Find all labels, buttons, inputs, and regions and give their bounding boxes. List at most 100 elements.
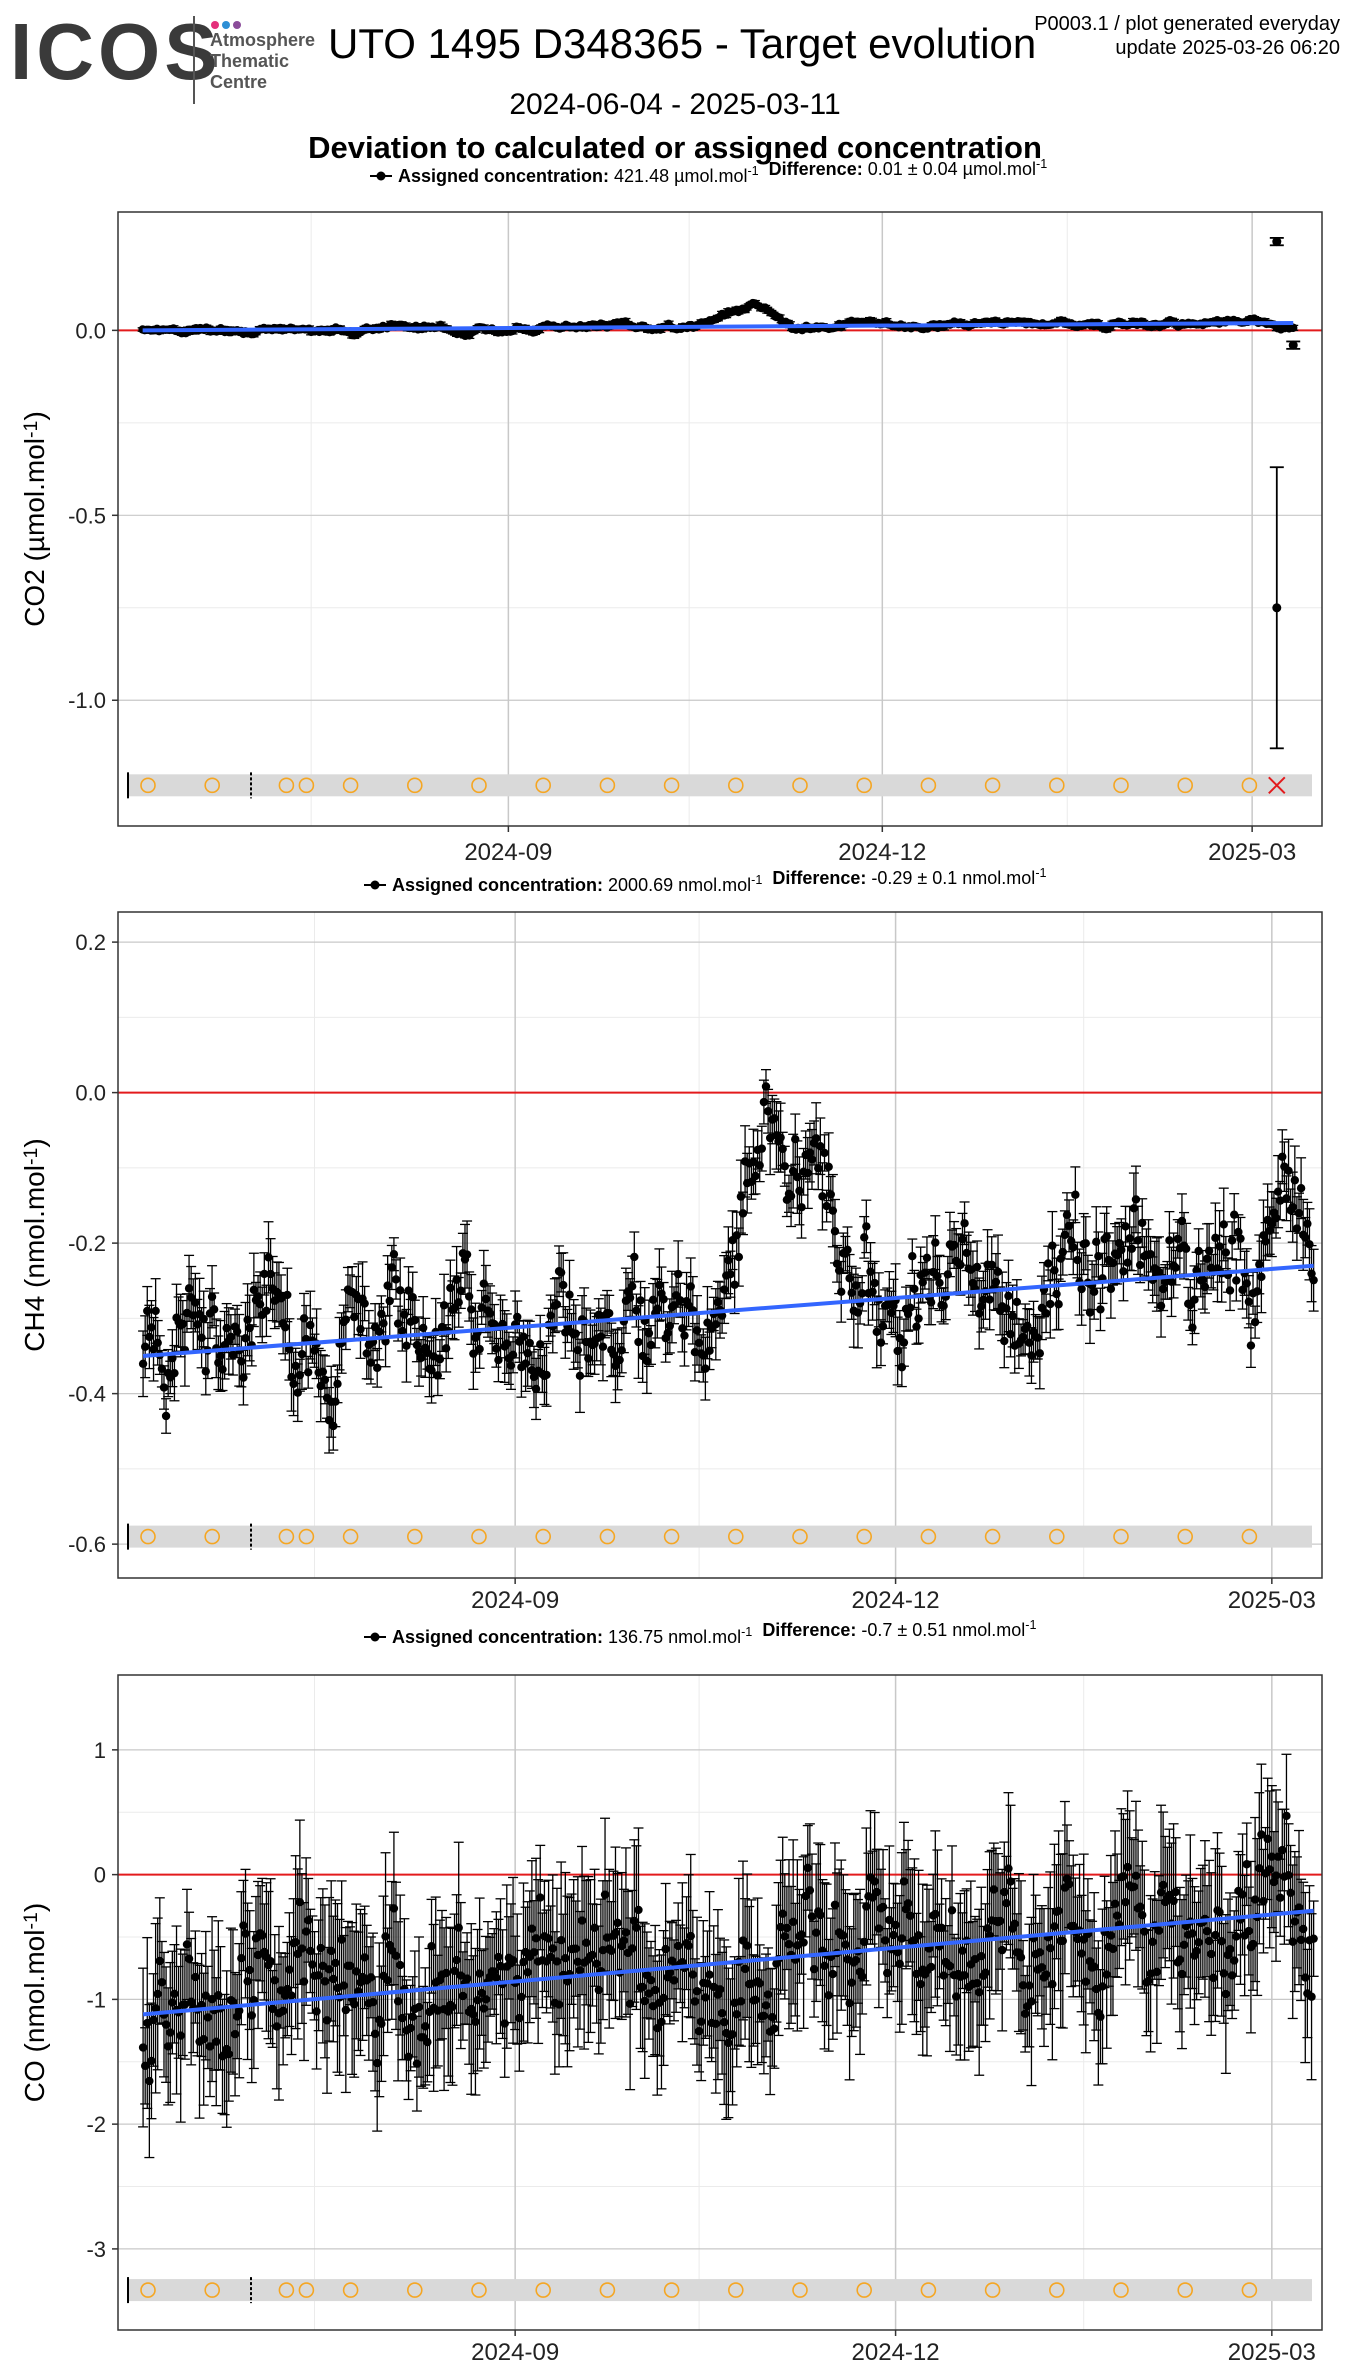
flag-circle bbox=[406, 1528, 423, 1545]
data-point bbox=[155, 1956, 165, 1966]
logo-sub-line: Centre bbox=[210, 72, 268, 92]
flag-circle bbox=[471, 1528, 487, 1545]
flag-circle bbox=[406, 777, 423, 794]
trend-line bbox=[142, 1263, 1314, 1358]
data-point bbox=[1198, 1275, 1208, 1285]
data-point bbox=[1006, 1330, 1015, 1339]
data-point bbox=[1071, 1190, 1080, 1199]
y-tick-label: -0.6 bbox=[68, 1532, 106, 1557]
data-point bbox=[1158, 1284, 1168, 1294]
data-point bbox=[1138, 1218, 1147, 1228]
data-point bbox=[329, 1421, 338, 1431]
flag-circle bbox=[1113, 777, 1129, 794]
data-point bbox=[1119, 1267, 1128, 1276]
flag-circle bbox=[727, 777, 744, 794]
plot-area bbox=[118, 212, 1322, 826]
data-point bbox=[523, 1349, 532, 1358]
data-point bbox=[1284, 1166, 1293, 1175]
data-point bbox=[145, 2076, 154, 2086]
data-point bbox=[918, 1278, 927, 1287]
data-point bbox=[575, 1371, 585, 1381]
data-point bbox=[147, 2056, 156, 2066]
flag-circle bbox=[342, 2282, 359, 2298]
flag-circle bbox=[727, 1528, 744, 1545]
data-point bbox=[1108, 1258, 1118, 1268]
data-point bbox=[1272, 237, 1282, 247]
data-point bbox=[870, 1278, 879, 1288]
data-point bbox=[356, 1325, 365, 1334]
data-point bbox=[191, 1972, 200, 1982]
flag-circle bbox=[599, 1528, 616, 1545]
data-point bbox=[788, 1166, 798, 1176]
data-point bbox=[255, 1300, 265, 1309]
data-point bbox=[201, 1367, 210, 1376]
data-point bbox=[673, 1269, 683, 1279]
data-point bbox=[1033, 1333, 1042, 1342]
data-point bbox=[680, 1331, 689, 1340]
data-point bbox=[149, 1345, 158, 1354]
data-point bbox=[391, 1275, 401, 1284]
data-point bbox=[914, 1314, 923, 1323]
data-point bbox=[816, 1142, 825, 1151]
data-point bbox=[360, 1299, 369, 1308]
data-point bbox=[962, 1248, 971, 1258]
data-point bbox=[1052, 1289, 1061, 1299]
data-point bbox=[467, 1305, 476, 1314]
flag-circle bbox=[471, 2282, 487, 2298]
legend: Assigned concentration: 421.48 µmol.mol-… bbox=[370, 157, 1047, 186]
data-point bbox=[446, 1283, 455, 1293]
data-point bbox=[1309, 1275, 1318, 1285]
data-point bbox=[304, 1368, 313, 1377]
y-axis-label: CO2 (µmol.mol-1) bbox=[19, 411, 50, 627]
flag-circle bbox=[1113, 2282, 1129, 2298]
plot-code: P0003.1 / plot generated everyday bbox=[1034, 13, 1340, 35]
data-point bbox=[755, 1161, 764, 1170]
flag-circle bbox=[856, 1528, 873, 1545]
data-point bbox=[283, 1290, 292, 1300]
data-point bbox=[212, 2037, 221, 2046]
data-point bbox=[1181, 1244, 1191, 1253]
data-point bbox=[828, 1206, 838, 1215]
flag-circle bbox=[140, 777, 156, 794]
data-point bbox=[1171, 1263, 1180, 1272]
data-point bbox=[1004, 1291, 1013, 1301]
data-point bbox=[1000, 1336, 1009, 1346]
data-point bbox=[803, 1168, 812, 1178]
data-point bbox=[694, 1338, 704, 1348]
data-point bbox=[239, 1921, 248, 1930]
data-point bbox=[991, 1277, 1001, 1287]
data-point bbox=[145, 1332, 154, 1342]
data-point bbox=[1294, 1208, 1304, 1218]
data-point bbox=[1060, 1230, 1070, 1240]
data-point bbox=[291, 1361, 300, 1371]
data-point bbox=[757, 1144, 767, 1153]
data-point bbox=[1127, 1244, 1136, 1253]
legend-difference-label: Difference: bbox=[769, 159, 868, 179]
data-point bbox=[1131, 1195, 1141, 1204]
flag-circle bbox=[204, 1528, 220, 1545]
data-point bbox=[1292, 1224, 1302, 1233]
data-point bbox=[270, 1976, 279, 1985]
data-point bbox=[418, 1323, 428, 1333]
data-point bbox=[1290, 1176, 1300, 1185]
data-point bbox=[138, 1359, 148, 1368]
data-point bbox=[1215, 1242, 1224, 1251]
data-point bbox=[1188, 1323, 1197, 1332]
data-point bbox=[1156, 1301, 1166, 1311]
data-point bbox=[826, 1190, 835, 1199]
data-point bbox=[140, 1342, 150, 1351]
data-point bbox=[147, 1323, 156, 1332]
data-point bbox=[402, 1341, 411, 1350]
data-point bbox=[1106, 1284, 1116, 1294]
data-point bbox=[807, 1155, 817, 1164]
data-point bbox=[362, 1349, 371, 1358]
data-point bbox=[876, 1338, 886, 1347]
data-point bbox=[542, 1370, 551, 1380]
flag-circle bbox=[663, 777, 680, 794]
data-point bbox=[1089, 1287, 1099, 1296]
x-tick-label: 2024-09 bbox=[471, 1587, 559, 1614]
data-point bbox=[943, 1270, 953, 1279]
data-point bbox=[958, 1235, 967, 1244]
data-point bbox=[791, 1134, 800, 1144]
flag-circle bbox=[599, 2282, 616, 2298]
